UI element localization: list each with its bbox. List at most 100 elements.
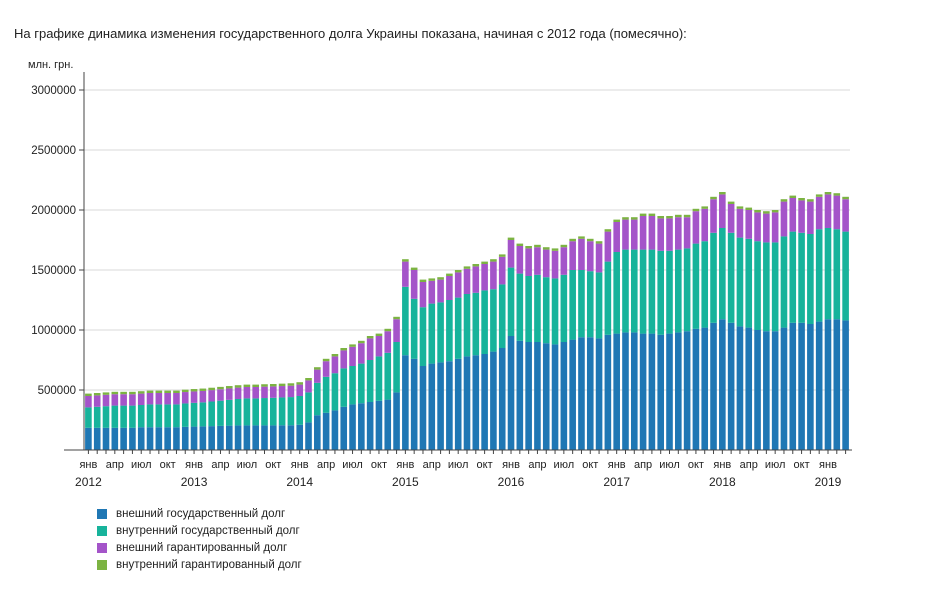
x-tick-label: окт bbox=[688, 459, 704, 471]
bar-segment bbox=[542, 247, 550, 250]
x-tick-label: апр bbox=[211, 459, 229, 471]
bar-segment bbox=[217, 400, 224, 426]
bar-segment bbox=[595, 338, 603, 450]
bar-segment bbox=[102, 392, 110, 395]
bar-segment bbox=[437, 302, 444, 363]
bar-segment bbox=[393, 319, 400, 342]
bar-segment bbox=[639, 213, 647, 216]
bar-segment bbox=[472, 264, 480, 267]
bar-segment bbox=[666, 333, 673, 450]
bar-segment bbox=[173, 427, 180, 450]
bar-segment bbox=[507, 240, 515, 268]
bar-segment bbox=[657, 218, 665, 251]
bar-segment bbox=[578, 337, 585, 450]
bar-segment bbox=[155, 393, 163, 405]
bar-segment bbox=[534, 244, 541, 248]
bar-segment bbox=[393, 342, 400, 393]
bar-segment bbox=[269, 386, 277, 398]
year-label: 2018 bbox=[709, 475, 736, 489]
bar-segment bbox=[375, 336, 383, 357]
bar-segment bbox=[710, 196, 717, 200]
bar-segment bbox=[604, 229, 612, 232]
bar-segment bbox=[296, 396, 304, 425]
x-tick-label: апр bbox=[423, 459, 441, 471]
bar-segment bbox=[771, 242, 779, 332]
x-tick-label: апр bbox=[106, 459, 124, 471]
y-tick-label: 2500000 bbox=[31, 145, 76, 157]
bar-segment bbox=[269, 397, 277, 426]
x-tick-label: июл bbox=[448, 459, 469, 471]
bar-segment bbox=[384, 352, 392, 400]
bar-segment bbox=[498, 348, 506, 450]
bar-segment bbox=[648, 333, 656, 450]
bar-segment bbox=[613, 222, 620, 252]
legend-swatch bbox=[97, 542, 107, 553]
bar-segment bbox=[437, 362, 444, 450]
x-tick-label: апр bbox=[740, 459, 758, 471]
bar-segment bbox=[683, 214, 691, 218]
x-tick-label: янв bbox=[502, 459, 520, 471]
bar-segment bbox=[419, 282, 427, 308]
bar-segment bbox=[102, 427, 110, 450]
bar-segment bbox=[137, 393, 145, 405]
bar-segment bbox=[393, 392, 400, 450]
bar-segment bbox=[305, 392, 312, 423]
bar-segment bbox=[498, 284, 506, 348]
bar-segment bbox=[569, 339, 576, 450]
bar-segment bbox=[604, 261, 612, 335]
bar-segment bbox=[516, 243, 524, 246]
bar-segment bbox=[745, 327, 753, 450]
bar-segment bbox=[358, 403, 365, 450]
bar-segment bbox=[560, 247, 568, 275]
bar-segment bbox=[181, 392, 189, 404]
bar-segment bbox=[525, 276, 532, 342]
bar-segment bbox=[648, 213, 656, 216]
year-label: 2019 bbox=[815, 475, 842, 489]
bar-segment bbox=[454, 297, 462, 359]
legend-label: внутренний государственный долг bbox=[116, 524, 300, 537]
y-tick-label: 2000000 bbox=[31, 205, 76, 217]
bar-segment bbox=[199, 402, 207, 427]
bar-segment bbox=[719, 319, 726, 450]
bar-segment bbox=[622, 249, 629, 333]
bar-segment bbox=[331, 373, 339, 411]
legend-item: внутренний гарантированный долг bbox=[97, 556, 302, 573]
bar-segment bbox=[278, 383, 286, 387]
bar-segment bbox=[683, 248, 691, 332]
bar-segment bbox=[384, 399, 392, 450]
x-tick-label: окт bbox=[265, 459, 281, 471]
bar-segment bbox=[798, 198, 805, 201]
bar-segment bbox=[85, 393, 92, 396]
bar-segment bbox=[639, 216, 647, 250]
bar-segment bbox=[560, 342, 568, 450]
bar-segment bbox=[498, 256, 506, 285]
bar-segment bbox=[252, 425, 259, 450]
bar-segment bbox=[754, 241, 761, 330]
bar-segment bbox=[437, 277, 444, 280]
bar-segment bbox=[771, 212, 779, 243]
x-tick-label: апр bbox=[317, 459, 335, 471]
x-tick-label: июл bbox=[554, 459, 575, 471]
bar-segment bbox=[780, 327, 788, 450]
bar-segment bbox=[111, 394, 119, 406]
bar-segment bbox=[437, 279, 444, 303]
legend: внешний государственный долг внутренний г… bbox=[97, 505, 302, 573]
bar-segment bbox=[375, 333, 383, 336]
bar-segment bbox=[727, 322, 735, 450]
legend-label: внешний гарантированный долг bbox=[116, 541, 288, 554]
bar-segment bbox=[780, 201, 788, 237]
bar-segment bbox=[736, 206, 744, 209]
bar-segment bbox=[630, 249, 638, 333]
bar-segment bbox=[234, 399, 242, 426]
bar-segment bbox=[129, 427, 136, 450]
y-tick-label: 500000 bbox=[38, 385, 76, 397]
bar-segment bbox=[507, 237, 515, 240]
bar-segment bbox=[815, 194, 823, 197]
bar-segment bbox=[454, 270, 462, 273]
bar-segment bbox=[146, 390, 154, 393]
bar-segment bbox=[252, 398, 259, 426]
bar-segment bbox=[736, 208, 744, 238]
bars bbox=[85, 192, 849, 450]
bar-segment bbox=[463, 266, 471, 269]
x-tick-label: янв bbox=[713, 459, 731, 471]
